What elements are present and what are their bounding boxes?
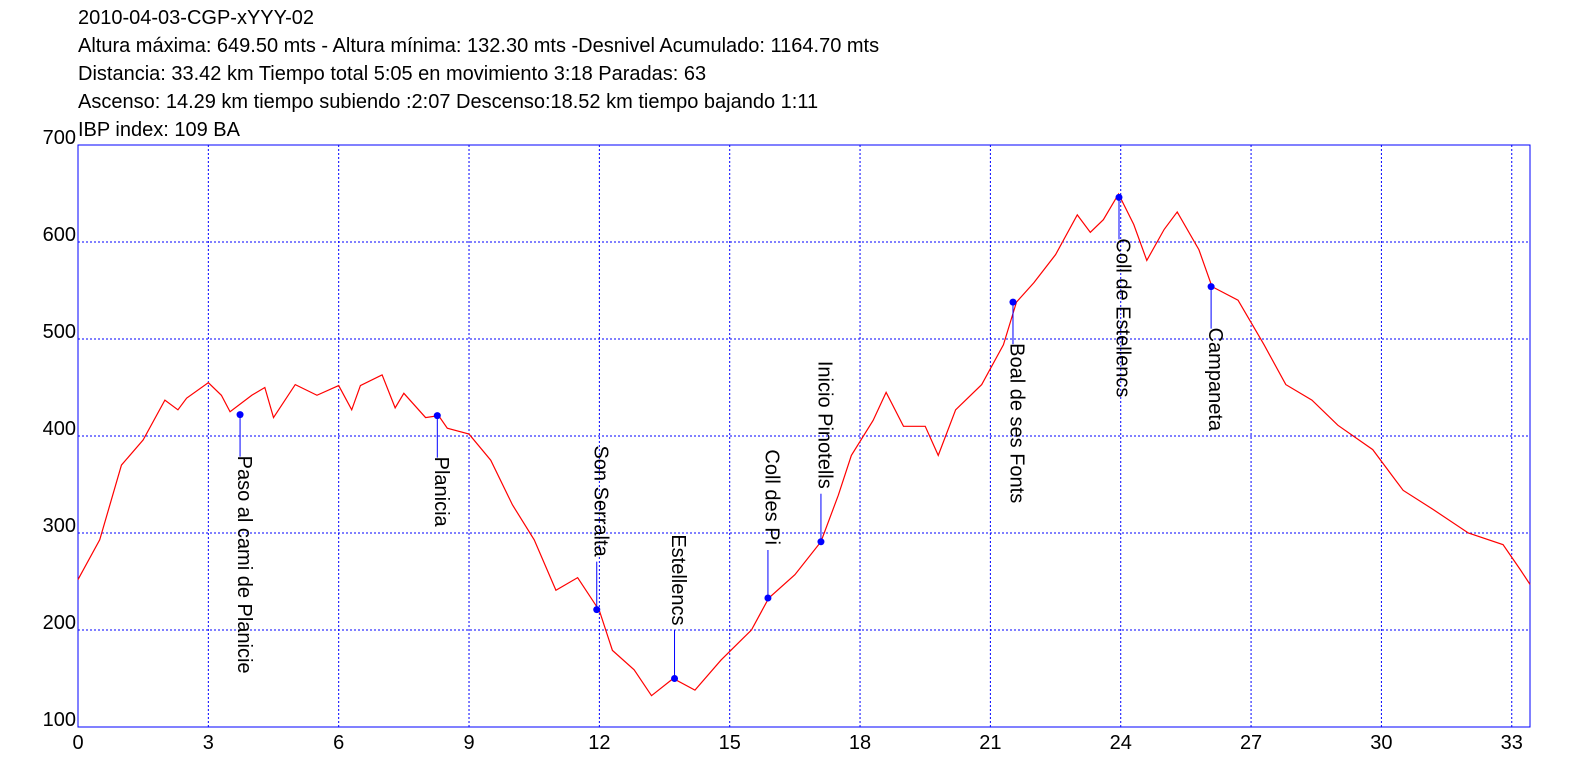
y-tick-label: 300 bbox=[43, 515, 76, 537]
y-tick-label: 400 bbox=[43, 418, 76, 440]
x-tick-label: 0 bbox=[72, 732, 83, 754]
x-tick-label: 21 bbox=[979, 732, 1001, 754]
waypoint-marker bbox=[1009, 298, 1017, 306]
x-tick-label: 15 bbox=[719, 732, 741, 754]
x-tick-label: 3 bbox=[203, 732, 214, 754]
x-tick-label: 30 bbox=[1370, 732, 1392, 754]
waypoint-marker bbox=[1207, 283, 1215, 291]
waypoint-marker bbox=[433, 412, 441, 420]
chart-subtitle: Altura máxima: 649.50 mts - Altura mínim… bbox=[78, 35, 879, 57]
waypoint-marker bbox=[671, 675, 679, 682]
chart-subtitle: Distancia: 33.42 km Tiempo total 5:05 en… bbox=[78, 63, 706, 85]
x-tick-label: 9 bbox=[463, 732, 474, 754]
waypoint-label: Estellencs bbox=[667, 534, 689, 625]
waypoint-marker bbox=[1115, 193, 1123, 201]
x-tick-label: 33 bbox=[1501, 732, 1523, 754]
x-tick-label: 12 bbox=[588, 732, 610, 754]
waypoint-label: Coll des Pi bbox=[761, 449, 783, 545]
waypoint-marker bbox=[764, 594, 772, 602]
chart-subtitle: IBP index: 109 BA bbox=[78, 119, 241, 141]
waypoint-label: Planicia bbox=[430, 457, 452, 528]
waypoint-marker bbox=[236, 411, 244, 419]
y-tick-label: 200 bbox=[43, 612, 76, 634]
y-tick-label: 100 bbox=[43, 709, 76, 731]
y-tick-label: 700 bbox=[43, 127, 76, 149]
x-tick-label: 24 bbox=[1110, 732, 1132, 754]
waypoint-marker bbox=[593, 606, 601, 614]
y-tick-label: 600 bbox=[43, 224, 76, 246]
waypoint-label: Son Serralta bbox=[589, 445, 611, 557]
waypoint-label: Paso al cami de Planicie bbox=[233, 456, 255, 674]
waypoint-marker bbox=[817, 538, 825, 546]
x-tick-label: 18 bbox=[849, 732, 871, 754]
elevation-line bbox=[77, 192, 1531, 697]
plot-frame bbox=[77, 144, 1531, 728]
waypoint-label: Coll de Estellencs bbox=[1112, 238, 1134, 397]
chart-subtitle: Ascenso: 14.29 km tiempo subiendo :2:07 … bbox=[78, 91, 818, 113]
waypoint-label: Boal de ses Fonts bbox=[1006, 343, 1028, 503]
x-tick-label: 27 bbox=[1240, 732, 1262, 754]
waypoint-label: Inicio Pinotells bbox=[814, 361, 836, 489]
y-tick-label: 500 bbox=[43, 321, 76, 343]
x-tick-label: 6 bbox=[333, 732, 344, 754]
waypoint-label: Campaneta bbox=[1204, 328, 1226, 432]
chart-title: 2010-04-03-CGP-xYYY-02 bbox=[78, 7, 314, 29]
